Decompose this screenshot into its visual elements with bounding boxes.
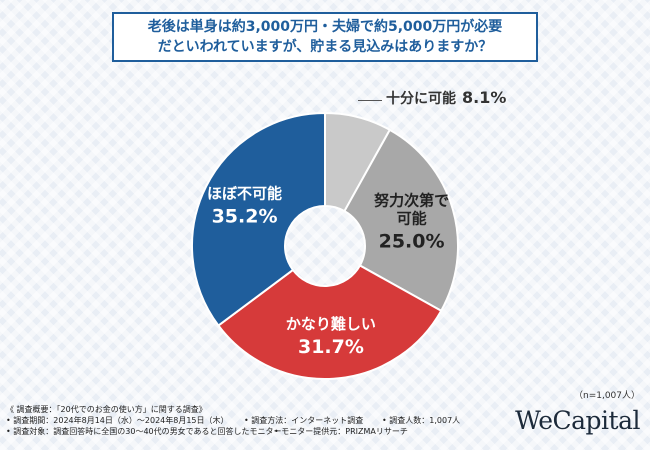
footer-provider: • モニター提供元：PRIZMAリサーチ [274, 427, 408, 436]
leader-line [358, 100, 382, 101]
survey-footer: 《 調査概要：「20代でのお金の使い方」に関する調査》 • 調査期間：2024年… [6, 404, 460, 437]
slice-value-label-2: 31.7% [298, 336, 364, 358]
question-box: 老後は単身は約3,000万円・夫婦で約5,000万円が必要 だといわれていますが… [112, 12, 538, 62]
footer-method: • 調査方法：インターネット調査 [244, 416, 364, 425]
question-line-2: だといわれていますが、貯まる見込みはありますか？ [157, 39, 493, 55]
sample-size-note: （n=1,007人） [573, 391, 640, 401]
brand-logo: WeCapital [515, 406, 640, 435]
pie-slice-1 [343, 128, 459, 313]
pie-slice-2 [216, 264, 443, 380]
slice-value-label-3: 35.2% [212, 206, 278, 228]
slice-label-outside: 十分に可能 8.1% [386, 88, 506, 108]
slice-value-label-0: 8.1% [462, 88, 507, 107]
slice-category-label-1-line-1: 可能 [397, 209, 427, 227]
footer-count: • 調査人数：1,007人 [382, 416, 461, 425]
slice-label-2: かなり難しい 31.7% [286, 315, 376, 358]
pie-slice-3 [191, 111, 326, 327]
footer-summary: 《 調査概要：「20代でのお金の使い方」に関する調査》 [6, 405, 207, 414]
slice-category-label-3: ほぼ不可能 [207, 185, 282, 203]
slice-label-3: ほぼ不可能 35.2% [207, 185, 282, 228]
question-line-1: 老後は単身は約3,000万円・夫婦で約5,000万円が必要 [147, 19, 503, 35]
footer-target: • 調査対象：調査回答時に全国の30～40代の男女であると回答したモニター [6, 427, 282, 436]
slice-category-label-0: 十分に可能 [386, 91, 456, 107]
slice-value-label-1: 25.0% [379, 230, 445, 252]
slice-category-label-1-line-0: 努力次第で [374, 191, 449, 209]
slice-category-label-2: かなり難しい [286, 315, 376, 333]
footer-period: • 調査期間：2024年8月14日（水）～2024年8月15日（木） [6, 416, 229, 425]
